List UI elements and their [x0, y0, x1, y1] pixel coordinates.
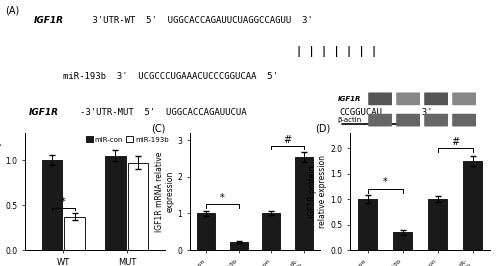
Y-axis label: IGF1R protein
relative expression: IGF1R protein relative expression	[308, 155, 328, 228]
Bar	[262, 213, 280, 250]
FancyBboxPatch shape	[368, 114, 392, 127]
Text: CCGGUCAU: CCGGUCAU	[340, 109, 382, 118]
Text: *: *	[382, 177, 388, 188]
Bar	[463, 161, 482, 250]
Bar	[295, 157, 312, 250]
Text: 3'UTR-WT  5'  UGGCACCAGAUUCUAGGCCAGUU  3': 3'UTR-WT 5' UGGCACCAGAUUCUAGGCCAGUU 3'	[87, 15, 312, 24]
Bar	[198, 213, 215, 250]
Text: IGF1R: IGF1R	[29, 109, 59, 118]
FancyBboxPatch shape	[368, 93, 392, 105]
Bar	[105, 156, 126, 250]
FancyBboxPatch shape	[452, 93, 476, 105]
Text: *: *	[220, 193, 225, 203]
FancyBboxPatch shape	[396, 93, 420, 105]
FancyBboxPatch shape	[452, 114, 476, 127]
Bar	[393, 232, 412, 250]
FancyBboxPatch shape	[424, 93, 448, 105]
Text: β-actin: β-actin	[337, 117, 361, 123]
Text: (A): (A)	[5, 5, 20, 15]
Text: miR-193b  3'  UCGCCCUGAAACUCCCGGUCAA  5': miR-193b 3' UCGCCCUGAAACUCCCGGUCAA 5'	[63, 72, 278, 81]
Text: IGF1R: IGF1R	[34, 15, 64, 24]
Text: *: *	[61, 197, 66, 207]
Text: | | | | | | |: | | | | | | |	[296, 46, 377, 57]
FancyBboxPatch shape	[424, 114, 448, 127]
Text: (C): (C)	[151, 124, 166, 134]
Text: 3': 3'	[411, 109, 432, 118]
Bar	[64, 217, 85, 250]
Bar	[230, 242, 248, 250]
FancyBboxPatch shape	[396, 114, 420, 127]
Text: IGF1R: IGF1R	[338, 96, 361, 102]
Text: -3'UTR-MUT  5'  UGGCACCAGAUUCUA: -3'UTR-MUT 5' UGGCACCAGAUUCUA	[80, 109, 246, 118]
Y-axis label: Relative luciferase activity: Relative luciferase activity	[0, 140, 2, 243]
Bar	[128, 163, 148, 250]
Text: #: #	[451, 137, 459, 147]
Text: #: #	[284, 135, 292, 145]
Text: (D): (D)	[315, 124, 330, 134]
Bar	[358, 199, 377, 250]
Y-axis label: IGF1R mRNA relative
expression: IGF1R mRNA relative expression	[156, 151, 174, 232]
Bar	[42, 160, 62, 250]
Legend: miR-con, miR-193b: miR-con, miR-193b	[86, 136, 168, 143]
Bar	[428, 199, 447, 250]
